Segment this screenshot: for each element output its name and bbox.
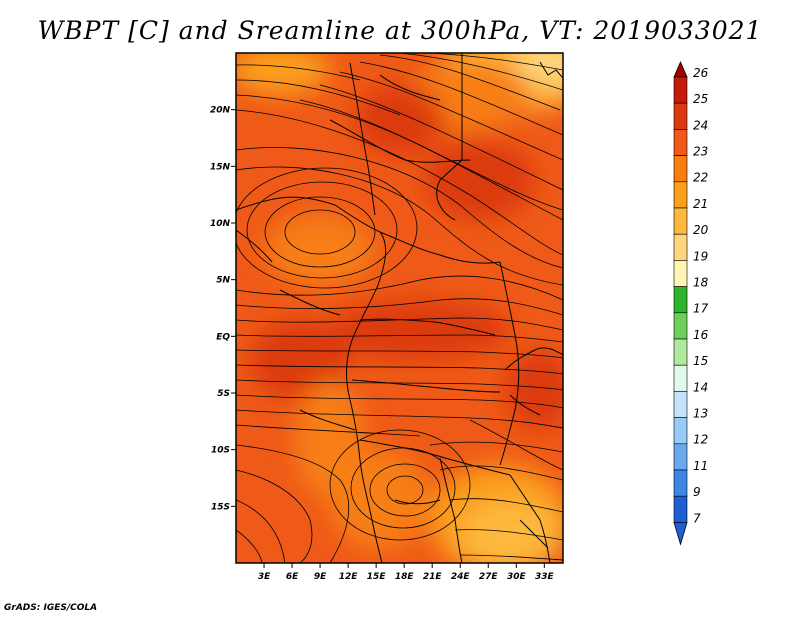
colorbar-label: 12 [693,433,708,447]
colorbar-label: 23 [693,145,708,159]
colorbar-label: 26 [693,66,709,80]
lat-tick-label: 10S [211,446,230,456]
colorbar-swatch [673,312,688,340]
colorbar-label: 9 [693,485,701,499]
colorbar-bottom-arrow [673,522,688,546]
colorbar-label: 18 [693,276,709,290]
colorbar-label: 22 [693,171,708,185]
lat-tick-label: EQ [216,332,230,342]
colorbar-top-arrow [673,60,688,78]
colorbar-swatch [673,102,688,130]
longitude-axis: 3E 6E 9E 12E 15E 18E 21E 24E 27E 30E 33E [258,563,555,582]
colorbar-label: 19 [693,249,708,263]
lat-tick-label: 5S [217,389,230,399]
colorbar-label: 11 [693,459,708,473]
lat-tick-label: 15N [210,162,231,172]
colorbar-swatch [673,338,688,366]
colorbar-label: 24 [693,118,708,132]
colorbar-swatch [673,364,688,392]
lon-tick-label: 24E [451,572,471,582]
colorbar-swatch [673,443,688,471]
colorbar-label: 16 [693,328,709,342]
colorbar-swatch [673,129,688,156]
colorbar-swatch [673,391,688,418]
lat-tick-label: 15S [211,502,230,512]
colorbar-swatch [673,469,688,497]
lon-tick-label: 3E [258,572,271,582]
lon-tick-label: 18E [395,572,415,582]
colorbar-swatch [673,76,688,104]
lon-tick-label: 6E [286,572,299,582]
lon-tick-label: 21E [423,572,443,582]
colorbar-label: 20 [693,223,709,237]
lon-tick-label: 30E [507,572,527,582]
map-frame [235,52,564,564]
colorbar-swatch [673,495,688,523]
latitude-axis: 20N 15N 10N 5N EQ 5S 10S 15S [210,106,236,512]
lat-tick-label: 20N [210,106,231,116]
colorbar: 26 25 24 23 22 21 20 19 18 17 16 15 14 13 12 11 9 7 [673,60,709,546]
colorbar-swatch [673,286,688,314]
lon-tick-label: 33E [535,572,555,582]
map-panel [236,53,563,563]
lat-tick-label: 10N [210,219,231,229]
lon-tick-label: 12E [339,572,359,582]
coastlines [236,53,563,563]
footer-credit: GrADS: IGES/COLA [4,603,98,613]
lon-tick-label: 9E [314,572,327,582]
colorbar-label: 14 [693,380,708,394]
colorbar-swatch [673,233,688,261]
colorbar-swatch [673,181,688,209]
colorbar-swatch [673,155,688,183]
colorbar-swatch [673,260,688,287]
colorbar-swatch [673,417,688,445]
colorbar-label: 17 [693,302,709,316]
colorbar-label: 15 [693,354,708,368]
colorbar-label: 7 [693,511,701,525]
colorbar-label: 13 [693,407,708,421]
colorbar-label: 25 [693,92,708,106]
colorbar-swatch [673,207,688,235]
lon-tick-label: 27E [479,572,499,582]
wbpt-shading [236,53,563,563]
map-title: WBPT [C] and Sreamline at 300hPa, VT: 20… [37,16,763,45]
colorbar-label: 21 [693,197,708,211]
streamlines [236,53,563,563]
lat-tick-label: 5N [216,276,230,286]
lon-tick-label: 15E [367,572,387,582]
